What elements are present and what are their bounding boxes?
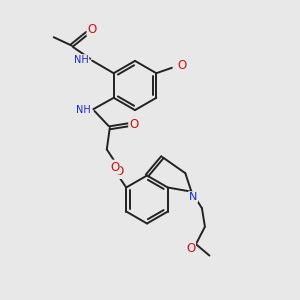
Text: N: N (189, 192, 197, 202)
Text: NH: NH (76, 105, 90, 116)
Text: O: O (186, 242, 195, 255)
Text: O: O (110, 160, 119, 174)
Text: O: O (129, 118, 138, 131)
Text: NH: NH (74, 55, 88, 65)
Text: O: O (177, 59, 187, 72)
Text: O: O (88, 22, 97, 36)
Text: O: O (115, 165, 124, 178)
